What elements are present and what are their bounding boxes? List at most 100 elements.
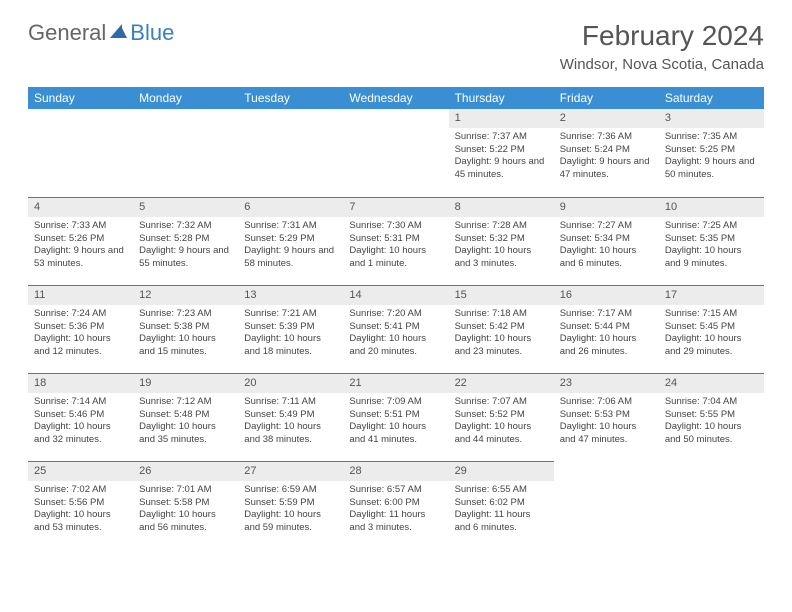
sunset-line: Sunset: 5:32 PM — [455, 233, 548, 246]
sunset-line: Sunset: 5:35 PM — [665, 233, 758, 246]
day-number: 22 — [449, 373, 554, 393]
day-number: 19 — [133, 373, 238, 393]
day-number: 25 — [28, 461, 133, 481]
calendar-week-row: 4Sunrise: 7:33 AMSunset: 5:26 PMDaylight… — [28, 197, 764, 285]
sunrise-line: Sunrise: 7:07 AM — [455, 396, 548, 409]
calendar-day-cell: 12Sunrise: 7:23 AMSunset: 5:38 PMDayligh… — [133, 285, 238, 373]
title-block: February 2024 Windsor, Nova Scotia, Cana… — [560, 20, 764, 73]
sunset-line: Sunset: 5:38 PM — [139, 321, 232, 334]
daylight-line: Daylight: 11 hours and 6 minutes. — [455, 509, 548, 535]
day-content: Sunrise: 7:30 AMSunset: 5:31 PMDaylight:… — [343, 217, 448, 277]
sunrise-line: Sunrise: 7:35 AM — [665, 131, 758, 144]
calendar-day-cell: 23Sunrise: 7:06 AMSunset: 5:53 PMDayligh… — [554, 373, 659, 461]
day-number: 21 — [343, 373, 448, 393]
sunset-line: Sunset: 5:59 PM — [244, 497, 337, 510]
calendar-day-cell: 15Sunrise: 7:18 AMSunset: 5:42 PMDayligh… — [449, 285, 554, 373]
day-number: 15 — [449, 285, 554, 305]
sunrise-line: Sunrise: 6:55 AM — [455, 484, 548, 497]
day-content: Sunrise: 7:37 AMSunset: 5:22 PMDaylight:… — [449, 128, 554, 188]
calendar-week-row: 11Sunrise: 7:24 AMSunset: 5:36 PMDayligh… — [28, 285, 764, 373]
sunrise-line: Sunrise: 7:23 AM — [139, 308, 232, 321]
daylight-line: Daylight: 10 hours and 1 minute. — [349, 245, 442, 271]
calendar-week-row: 25Sunrise: 7:02 AMSunset: 5:56 PMDayligh… — [28, 461, 764, 549]
sunrise-line: Sunrise: 7:33 AM — [34, 220, 127, 233]
daylight-line: Daylight: 9 hours and 50 minutes. — [665, 156, 758, 182]
sunrise-line: Sunrise: 7:12 AM — [139, 396, 232, 409]
weekday-header: Sunday — [28, 87, 133, 109]
logo-text-blue: Blue — [130, 20, 174, 46]
day-number: 6 — [238, 197, 343, 217]
weekday-header: Monday — [133, 87, 238, 109]
sunrise-line: Sunrise: 7:21 AM — [244, 308, 337, 321]
calendar-day-cell: 21Sunrise: 7:09 AMSunset: 5:51 PMDayligh… — [343, 373, 448, 461]
day-number: 26 — [133, 461, 238, 481]
day-number: 8 — [449, 197, 554, 217]
calendar-day-cell — [659, 461, 764, 549]
sunrise-line: Sunrise: 7:32 AM — [139, 220, 232, 233]
day-content: Sunrise: 7:24 AMSunset: 5:36 PMDaylight:… — [28, 305, 133, 365]
daylight-line: Daylight: 10 hours and 6 minutes. — [560, 245, 653, 271]
daylight-line: Daylight: 9 hours and 53 minutes. — [34, 245, 127, 271]
day-content: Sunrise: 7:27 AMSunset: 5:34 PMDaylight:… — [554, 217, 659, 277]
day-number: 20 — [238, 373, 343, 393]
calendar-day-cell: 6Sunrise: 7:31 AMSunset: 5:29 PMDaylight… — [238, 197, 343, 285]
daylight-line: Daylight: 10 hours and 12 minutes. — [34, 333, 127, 359]
sunrise-line: Sunrise: 7:04 AM — [665, 396, 758, 409]
daylight-line: Daylight: 10 hours and 53 minutes. — [34, 509, 127, 535]
calendar-week-row: 1Sunrise: 7:37 AMSunset: 5:22 PMDaylight… — [28, 109, 764, 197]
sunset-line: Sunset: 5:36 PM — [34, 321, 127, 334]
sunset-line: Sunset: 5:42 PM — [455, 321, 548, 334]
day-number: 27 — [238, 461, 343, 481]
day-content: Sunrise: 7:31 AMSunset: 5:29 PMDaylight:… — [238, 217, 343, 277]
day-number: 2 — [554, 109, 659, 128]
day-content: Sunrise: 7:11 AMSunset: 5:49 PMDaylight:… — [238, 393, 343, 453]
daylight-line: Daylight: 10 hours and 23 minutes. — [455, 333, 548, 359]
calendar-day-cell: 29Sunrise: 6:55 AMSunset: 6:02 PMDayligh… — [449, 461, 554, 549]
daylight-line: Daylight: 10 hours and 41 minutes. — [349, 421, 442, 447]
calendar-day-cell — [28, 109, 133, 197]
day-content: Sunrise: 7:09 AMSunset: 5:51 PMDaylight:… — [343, 393, 448, 453]
sunset-line: Sunset: 5:26 PM — [34, 233, 127, 246]
sunrise-line: Sunrise: 6:59 AM — [244, 484, 337, 497]
sunrise-line: Sunrise: 7:06 AM — [560, 396, 653, 409]
sunrise-line: Sunrise: 7:31 AM — [244, 220, 337, 233]
sunrise-line: Sunrise: 7:15 AM — [665, 308, 758, 321]
day-content: Sunrise: 7:17 AMSunset: 5:44 PMDaylight:… — [554, 305, 659, 365]
sunset-line: Sunset: 5:46 PM — [34, 409, 127, 422]
day-content: Sunrise: 7:18 AMSunset: 5:42 PMDaylight:… — [449, 305, 554, 365]
daylight-line: Daylight: 10 hours and 3 minutes. — [455, 245, 548, 271]
day-number: 10 — [659, 197, 764, 217]
sunrise-line: Sunrise: 7:02 AM — [34, 484, 127, 497]
day-number: 23 — [554, 373, 659, 393]
day-content: Sunrise: 7:25 AMSunset: 5:35 PMDaylight:… — [659, 217, 764, 277]
calendar-day-cell: 16Sunrise: 7:17 AMSunset: 5:44 PMDayligh… — [554, 285, 659, 373]
daylight-line: Daylight: 10 hours and 9 minutes. — [665, 245, 758, 271]
daylight-line: Daylight: 9 hours and 45 minutes. — [455, 156, 548, 182]
header: General Blue February 2024 Windsor, Nova… — [28, 20, 764, 73]
day-content: Sunrise: 7:14 AMSunset: 5:46 PMDaylight:… — [28, 393, 133, 453]
location-subtitle: Windsor, Nova Scotia, Canada — [560, 56, 764, 73]
daylight-line: Daylight: 10 hours and 38 minutes. — [244, 421, 337, 447]
calendar-day-cell: 5Sunrise: 7:32 AMSunset: 5:28 PMDaylight… — [133, 197, 238, 285]
calendar-day-cell: 1Sunrise: 7:37 AMSunset: 5:22 PMDaylight… — [449, 109, 554, 197]
day-content: Sunrise: 7:12 AMSunset: 5:48 PMDaylight:… — [133, 393, 238, 453]
sunset-line: Sunset: 5:49 PM — [244, 409, 337, 422]
day-number: 18 — [28, 373, 133, 393]
calendar-day-cell: 28Sunrise: 6:57 AMSunset: 6:00 PMDayligh… — [343, 461, 448, 549]
day-number: 16 — [554, 285, 659, 305]
day-number: 12 — [133, 285, 238, 305]
daylight-line: Daylight: 10 hours and 56 minutes. — [139, 509, 232, 535]
day-content: Sunrise: 7:04 AMSunset: 5:55 PMDaylight:… — [659, 393, 764, 453]
sunset-line: Sunset: 5:55 PM — [665, 409, 758, 422]
daylight-line: Daylight: 10 hours and 44 minutes. — [455, 421, 548, 447]
day-content: Sunrise: 7:35 AMSunset: 5:25 PMDaylight:… — [659, 128, 764, 188]
sunset-line: Sunset: 5:34 PM — [560, 233, 653, 246]
calendar-day-cell — [238, 109, 343, 197]
day-number: 3 — [659, 109, 764, 128]
day-number: 1 — [449, 109, 554, 128]
sunrise-line: Sunrise: 7:01 AM — [139, 484, 232, 497]
sunset-line: Sunset: 5:45 PM — [665, 321, 758, 334]
calendar-day-cell: 20Sunrise: 7:11 AMSunset: 5:49 PMDayligh… — [238, 373, 343, 461]
daylight-line: Daylight: 10 hours and 32 minutes. — [34, 421, 127, 447]
page-title: February 2024 — [560, 20, 764, 52]
